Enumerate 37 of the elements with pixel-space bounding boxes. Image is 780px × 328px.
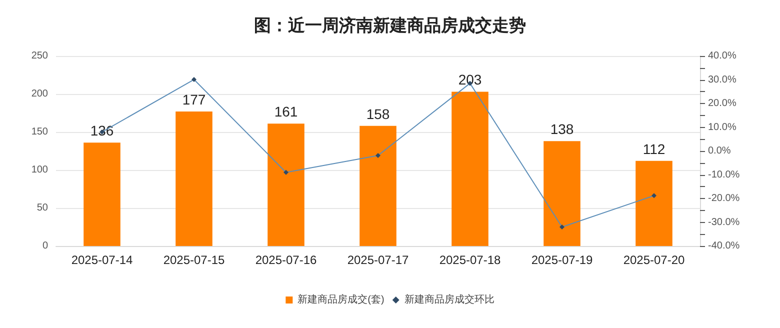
data-label: 177 xyxy=(182,91,206,108)
bar xyxy=(544,141,580,246)
bar xyxy=(452,92,488,246)
x-tick-label: 2025-07-14 xyxy=(71,253,134,267)
y2-tick-label: 10.0% xyxy=(708,122,736,133)
y2-tick-label: 20.0% xyxy=(708,98,736,109)
bar xyxy=(360,126,396,246)
y2-tick-label: -10.0% xyxy=(708,169,740,180)
x-tick-label: 2025-07-19 xyxy=(531,253,594,267)
data-label: 158 xyxy=(366,106,390,122)
legend-label: 新建商品房成交环比 xyxy=(404,294,494,306)
y2-tick-label: 0.0% xyxy=(708,146,731,156)
x-tick-label: 2025-07-20 xyxy=(623,253,686,267)
legend-label: 新建商品房成交(套) xyxy=(298,294,384,306)
y-tick-label: 100 xyxy=(31,164,48,176)
x-tick-label: 2025-07-16 xyxy=(255,253,318,267)
x-tick-label: 2025-07-15 xyxy=(163,253,226,267)
y-tick-label: 0 xyxy=(42,240,48,252)
bar xyxy=(176,111,212,246)
data-label: 161 xyxy=(274,104,298,120)
bar xyxy=(636,160,672,246)
y2-tick-label: 30.0% xyxy=(708,74,736,86)
y2-tick-label: -30.0% xyxy=(708,216,740,228)
chart-title: 图：近一周济南新建商品房成交走势 xyxy=(254,16,526,35)
y2-tick-label: -20.0% xyxy=(708,193,740,204)
data-label: 112 xyxy=(642,140,666,157)
y2-tick-label: -40.0% xyxy=(708,240,740,252)
y-tick-label: 150 xyxy=(31,126,48,138)
bar xyxy=(268,124,304,246)
y-tick-label: 200 xyxy=(31,88,48,100)
bar xyxy=(84,142,120,246)
data-label: 138 xyxy=(550,121,574,138)
y-tick-label: 50 xyxy=(36,202,48,214)
x-tick-label: 2025-07-17 xyxy=(347,253,410,267)
y-tick-label: 250 xyxy=(31,50,48,62)
y2-tick-label: 40.0% xyxy=(708,50,736,62)
x-tick-label: 2025-07-18 xyxy=(439,253,502,267)
